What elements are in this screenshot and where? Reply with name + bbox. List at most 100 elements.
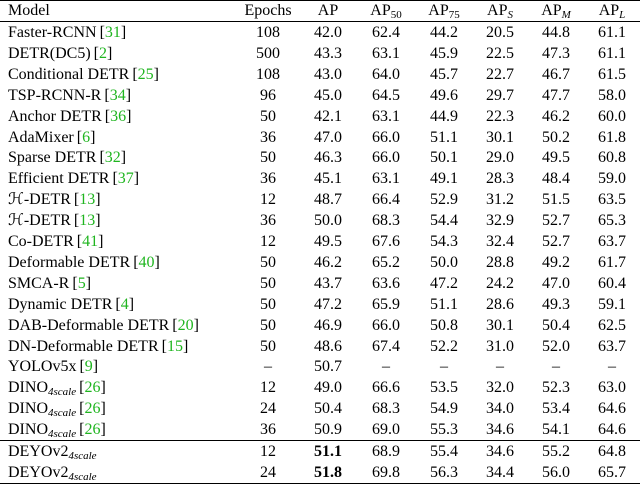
value-cell: 65.9 — [372, 295, 400, 313]
model-cell: DETR(DC5) [2] — [8, 43, 112, 64]
model-name: TSP-RCNN-R — [8, 86, 102, 104]
value-cell: 63.1 — [372, 107, 400, 125]
model-name: SMCA-R — [8, 274, 70, 292]
value-cell: 63.0 — [598, 379, 626, 397]
value-cell: 47.0 — [314, 128, 342, 146]
value-cell: 500 — [256, 44, 280, 62]
value-cell: 47.7 — [542, 86, 570, 104]
model-cell: ℋ-DETR [13] — [8, 210, 101, 231]
citation: [41] — [76, 233, 104, 250]
value-cell: 51.1 — [430, 128, 458, 146]
value-cell: 55.3 — [430, 421, 458, 439]
model-cell: Conditional DETR [25] — [8, 64, 159, 85]
value-cell: 54.3 — [430, 233, 458, 250]
value-cell: 53.4 — [542, 400, 570, 418]
citation: [9] — [79, 358, 99, 376]
model-cell: Co-DETR [41] — [8, 231, 103, 252]
value-cell: 64.6 — [598, 400, 626, 418]
model-name: YOLOv5x — [8, 358, 77, 376]
value-cell: 68.9 — [372, 443, 400, 460]
value-cell: 48.6 — [314, 337, 342, 355]
value-cell: 43.0 — [314, 65, 342, 83]
citation: [2] — [93, 44, 113, 62]
model-name: DINO — [8, 400, 48, 418]
value-cell: 30.1 — [486, 316, 514, 334]
model-name: Efficient DETR — [8, 170, 110, 188]
header-cell: AP75 — [414, 0, 474, 21]
header-sub: 75 — [448, 9, 460, 21]
citation: [32] — [99, 149, 127, 167]
value-cell: 12 — [260, 191, 276, 209]
value-cell: 44.8 — [542, 24, 570, 41]
value-cell: 62.4 — [372, 24, 400, 41]
value-cell: 61.5 — [598, 65, 626, 83]
value-cell: 108 — [256, 24, 280, 41]
value-cell: 61.7 — [598, 253, 626, 271]
value-cell: 47.2 — [314, 295, 342, 313]
model-cell: DEYOv24scale — [8, 462, 97, 483]
value-cell: 64.6 — [598, 421, 626, 439]
value-cell: 50.0 — [314, 212, 342, 230]
value-cell: 46.9 — [314, 316, 342, 334]
value-cell: 24 — [260, 400, 276, 418]
rule — [0, 0, 640, 1]
model-name: Deformable DETR — [8, 253, 131, 271]
value-cell: 31.2 — [486, 191, 514, 209]
value-cell: 108 — [256, 65, 280, 83]
header-cell: Model — [8, 0, 50, 21]
value-cell: 49.1 — [430, 170, 458, 188]
value-cell: 51.5 — [542, 191, 570, 209]
citation: [36] — [104, 107, 132, 125]
header-text: Model — [8, 2, 50, 19]
value-cell: 50 — [260, 107, 276, 125]
model-name: Anchor DETR — [8, 107, 102, 125]
model-cell: DAB-Deformable DETR [20] — [8, 315, 199, 336]
value-cell: 31.0 — [486, 337, 514, 355]
value-cell: 69.0 — [372, 421, 400, 439]
header-sub: S — [507, 9, 513, 21]
value-cell: 32.9 — [486, 212, 514, 230]
value-cell: 22.5 — [486, 44, 514, 62]
rule — [0, 440, 640, 441]
value-cell: 47.0 — [542, 274, 570, 292]
value-cell: 50.4 — [314, 400, 342, 418]
value-cell: 56.0 — [542, 463, 570, 481]
value-cell: – — [264, 358, 272, 376]
value-cell: 60.0 — [598, 107, 626, 125]
value-cell: – — [496, 358, 504, 376]
value-cell: 61.1 — [598, 24, 626, 41]
value-cell: 52.0 — [542, 337, 570, 355]
value-cell: 59.0 — [598, 170, 626, 188]
value-cell: 63.1 — [372, 170, 400, 188]
model-cell: Sparse DETR [32] — [8, 147, 126, 168]
citation: [5] — [72, 274, 92, 292]
value-cell: 58.0 — [598, 86, 626, 104]
header-cell: AP — [298, 0, 358, 21]
value-cell: 52.3 — [542, 379, 570, 397]
value-cell: 43.3 — [314, 44, 342, 62]
model-cell: DINO4scale [26] — [8, 419, 106, 440]
value-cell: 22.7 — [486, 65, 514, 83]
model-sub: 4scale — [48, 428, 77, 441]
value-cell: 65.2 — [372, 253, 400, 271]
value-cell: 46.2 — [314, 253, 342, 271]
model-sub: 4scale — [48, 386, 77, 399]
value-cell: 24 — [260, 463, 276, 481]
value-cell: 49.3 — [542, 295, 570, 313]
value-cell: 45.7 — [430, 65, 458, 83]
value-cell: 22.3 — [486, 107, 514, 125]
header-text: Epochs — [244, 2, 292, 19]
model-cell: DINO4scale [26] — [8, 398, 106, 419]
model-name: DEYOv2 — [8, 443, 69, 460]
value-cell: 52.7 — [542, 233, 570, 250]
value-cell: – — [382, 358, 390, 376]
model-name: ℋ-DETR — [8, 191, 71, 209]
model-cell: AdaMixer [6] — [8, 127, 95, 148]
value-cell: 66.6 — [372, 379, 400, 397]
model-cell: DN-Deformable DETR [15] — [8, 336, 188, 357]
value-cell: 68.3 — [372, 212, 400, 230]
value-cell: – — [552, 358, 560, 376]
value-cell: 47.3 — [542, 44, 570, 62]
value-cell: 47.2 — [430, 274, 458, 292]
model-name: DAB-Deformable DETR — [8, 316, 170, 334]
